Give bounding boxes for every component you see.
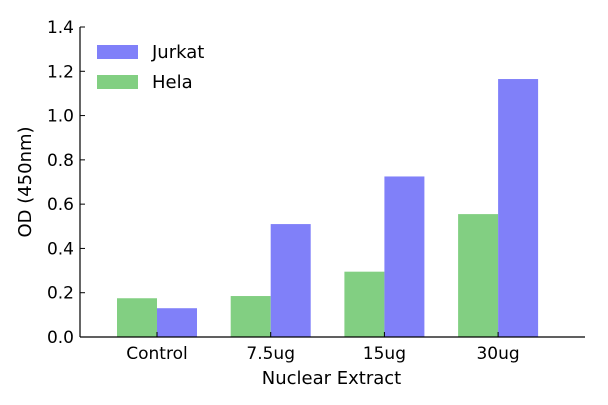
- x-tick-label: 15ug: [363, 344, 406, 364]
- x-ticks-group: Control 7.5ug 15ug 30ug: [126, 332, 520, 364]
- bar-jurkat-control: [157, 308, 197, 337]
- legend-swatch-hela: [97, 75, 138, 89]
- bar-jurkat-30ug: [498, 79, 539, 338]
- legend: Jurkat Hela: [97, 42, 204, 93]
- y-tick-label: 0.2: [47, 284, 74, 304]
- legend-label-jurkat: Jurkat: [151, 42, 204, 63]
- x-tick-label: Control: [126, 344, 187, 364]
- y-tick-label: 0.0: [47, 328, 74, 348]
- y-tick-label: 1.2: [47, 62, 74, 82]
- bars-group: [117, 79, 539, 338]
- y-tick-label: 1.4: [47, 18, 74, 38]
- y-ticks-group: 0.0 0.2 0.4 0.6 0.8 1.0 1.2 1.4: [47, 18, 85, 348]
- legend-label-hela: Hela: [152, 72, 193, 93]
- x-tick-label: 30ug: [476, 344, 519, 364]
- bar-hela-30ug: [458, 214, 499, 337]
- legend-swatch-jurkat: [97, 45, 138, 59]
- axes-group: [79, 27, 585, 338]
- x-tick-label: 7.5ug: [246, 344, 295, 364]
- x-axis-label: Nuclear Extract: [262, 368, 401, 389]
- bar-jurkat-7-5ug: [270, 224, 311, 337]
- y-tick-label: 1.0: [47, 107, 74, 127]
- y-axis-label: OD (450nm): [15, 126, 36, 237]
- bar-hela-15ug: [344, 271, 385, 337]
- bar-jurkat-15ug: [384, 176, 425, 337]
- y-tick-label: 0.4: [47, 239, 74, 259]
- y-tick-label: 0.8: [47, 151, 74, 171]
- bar-hela-control: [117, 298, 157, 337]
- bar-hela-7-5ug: [230, 296, 271, 337]
- y-tick-label: 0.6: [47, 195, 74, 215]
